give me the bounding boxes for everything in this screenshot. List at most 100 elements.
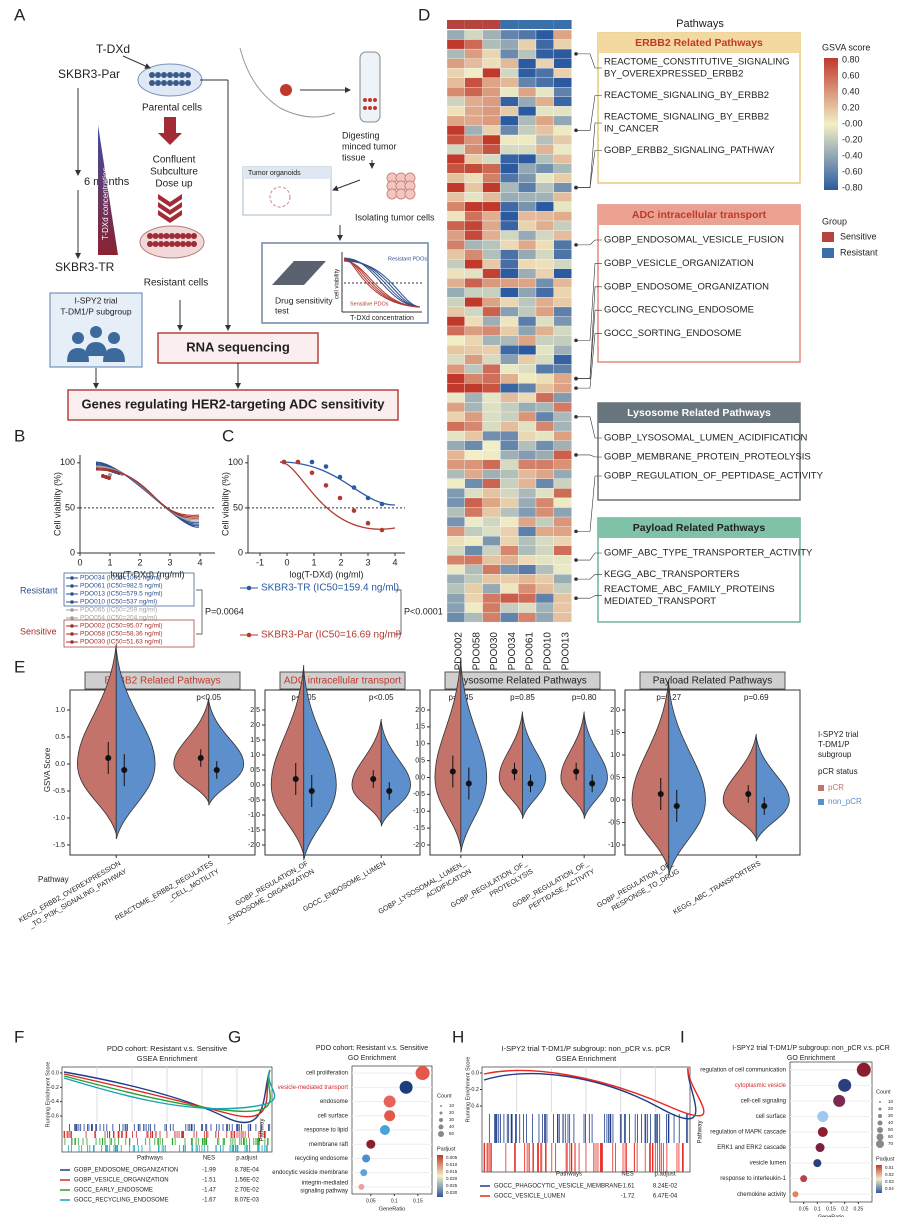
panel-label: I [680,1027,685,1046]
pathway-header [598,403,800,423]
label: GOMF_ABC_TYPE_TRANSPORTER_ACTIVITY [604,548,813,559]
label: vesicle-mediated transport [278,1085,349,1091]
box [67,389,399,421]
label: cell viability [335,269,341,299]
heat-cell [464,249,483,260]
label: 2 [338,557,343,567]
label: vesicle lumen [750,1161,786,1167]
label: 50 [65,502,75,512]
heat-cell [446,220,465,231]
heat-cell [553,316,572,327]
label: GSEA Enrichment [137,1054,198,1063]
label: -0.00 [842,118,863,128]
heat-cell [553,507,572,518]
label: pCR [828,783,844,792]
cell [169,233,175,239]
label: Sensitive [20,626,57,636]
label: 0.5 [415,757,425,764]
heat-cell [482,144,501,155]
heat-cell [553,87,572,98]
heat-cell [500,574,519,585]
label: 1.0 [250,752,260,759]
label: p=0.85 [510,693,535,702]
size-key [438,1131,444,1137]
heat-cell [464,516,483,527]
heat-cell [446,48,465,59]
organoid [269,186,291,208]
heat-cell [464,344,483,355]
heat-cell [464,173,483,183]
heat-cell [518,220,537,231]
heat-cell [482,459,501,470]
label: 0.03 [885,1179,894,1184]
heat-cell [535,106,554,117]
enrichment-curve [63,1069,271,1118]
chevron [158,194,182,207]
label: log(T-DXd) (ng/ml) [289,569,363,579]
enrichment-curve [63,1069,271,1113]
label: Payload Related Pathways [653,676,773,687]
point [295,459,301,465]
label: 0 [238,547,243,557]
label: 2.0 [415,707,425,714]
heat-cell [482,440,501,451]
label: GOCC_PHAGOCYTIC_VESICLE_MEMBRANE [494,1184,622,1190]
cell [155,80,161,86]
label: _ENDOSOME_ORGANIZATION [223,868,315,925]
heat-cell [535,115,554,126]
heat-cell [518,574,537,585]
label: 50 [233,502,243,512]
label: GOCC_SORTING_ENDOSOME [604,328,742,339]
heat-cell [518,612,537,623]
heat-cell [482,48,501,59]
label: 4 [392,557,397,567]
size-key [440,1105,442,1107]
label: Resistant cells [144,278,208,289]
heat-cell [482,134,501,145]
heat-cell [482,192,501,203]
heat-cell [482,344,501,355]
label: GO Enrichment [787,1055,835,1062]
label: Tumor organoids [248,170,301,177]
cell [155,72,161,78]
heat-cell [464,77,483,88]
heat-cell [464,469,483,479]
label: T-DXd concentration [101,167,110,240]
heat-cell [553,564,572,575]
label: -0.40 [842,150,863,160]
heat-cell [446,87,465,98]
label: PDO cohort: Resistant v.s. Sensitive [107,1044,227,1053]
cell [167,72,173,78]
label: Confluent [153,155,196,166]
label: 40 [449,1124,455,1129]
heat-cell [518,459,537,470]
color-key [876,1165,882,1193]
size-key [876,1140,884,1148]
heat-cell [553,478,572,489]
heat-cell [535,259,554,269]
curve [95,462,200,527]
legend-dot [70,576,74,580]
dot [800,1175,808,1183]
box-header [243,167,331,179]
heat-cell [535,125,554,136]
heat-cell [553,115,572,126]
heat-cell [553,268,572,279]
size-key [877,1120,883,1126]
heat-cell [535,545,554,556]
label: 20 [449,1110,455,1115]
heat-cell [535,392,554,403]
heat-cell [446,478,465,489]
label: PDO061 [525,632,536,671]
heat-cell [553,58,572,69]
label: endocytic vesicle membrane [272,1170,348,1176]
label: GOBP_ERBB2_SIGNALING_PATHWAY [604,145,775,156]
label: GOBP_MEMBRANE_PROTEIN_PROTEOLYSIS [604,452,811,463]
heat-cell [446,239,465,250]
heat-cell [500,115,519,126]
label: Parental cells [142,103,202,114]
heat-cell [482,516,501,527]
label: p.adjust [655,1172,676,1178]
heat-cell [518,239,537,250]
heat-cell [464,182,483,193]
